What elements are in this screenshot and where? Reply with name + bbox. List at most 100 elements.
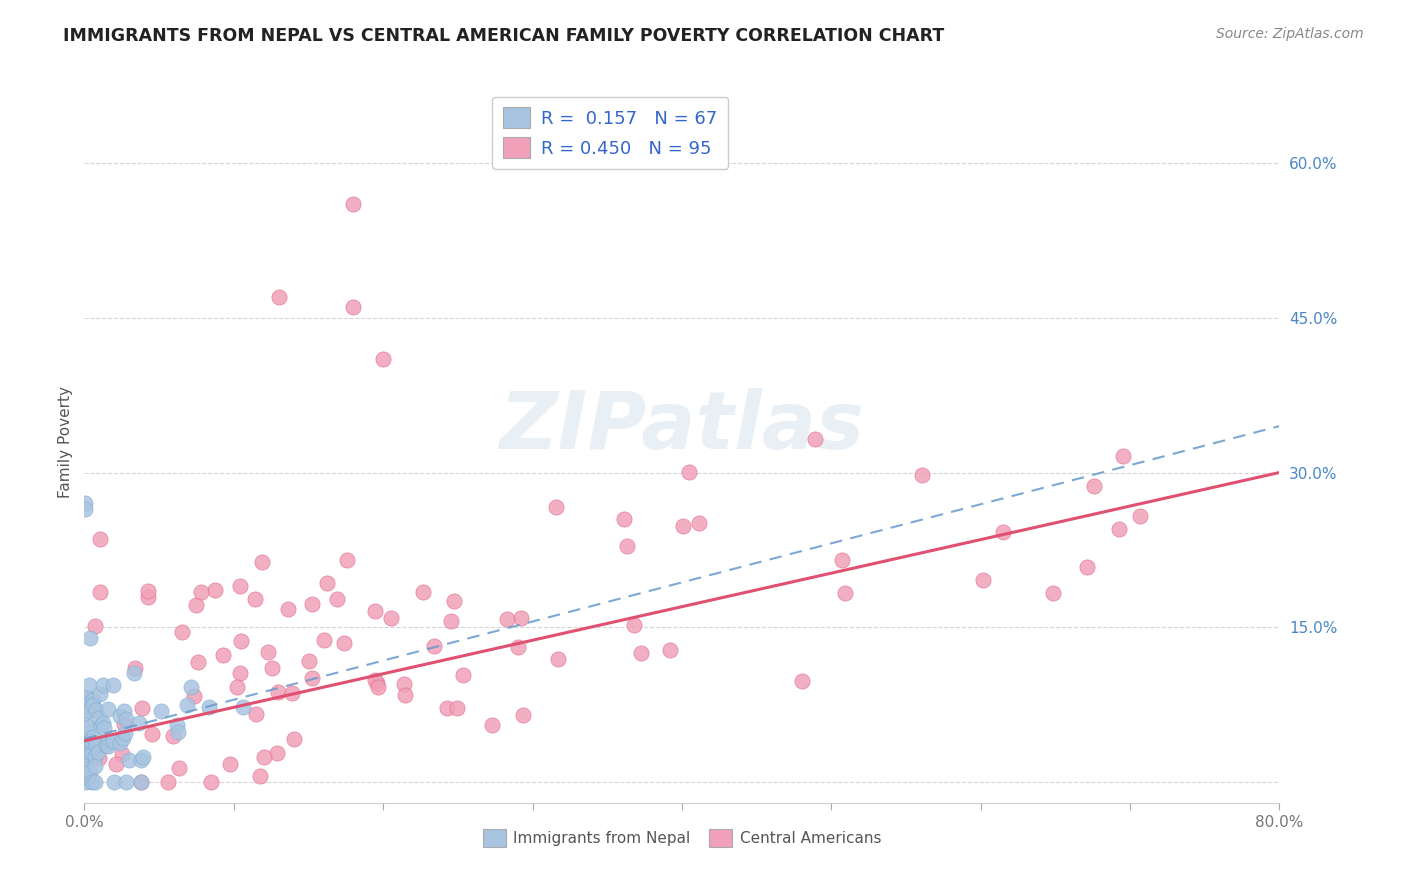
Point <box>82 730 104 744</box>
Point <box>111 731 134 745</box>
Point <box>446 700 468 714</box>
Point <box>232 699 254 714</box>
Point <box>76 703 98 717</box>
Point <box>115 775 138 789</box>
Point <box>97 739 120 753</box>
Point <box>75 706 97 721</box>
Point <box>73 501 96 516</box>
Point <box>75 747 97 762</box>
Point <box>77 704 100 718</box>
Point <box>103 734 125 748</box>
Point <box>1108 522 1130 536</box>
Point <box>512 707 534 722</box>
Point <box>613 512 636 526</box>
Point <box>250 555 273 569</box>
Legend: Immigrants from Nepal, Central Americans: Immigrants from Nepal, Central Americans <box>477 823 887 853</box>
Point <box>166 725 188 739</box>
Point <box>1076 560 1098 574</box>
Point <box>412 585 434 599</box>
Point <box>97 735 120 749</box>
Point <box>93 721 115 735</box>
Point <box>253 750 276 764</box>
Point <box>972 573 994 587</box>
Text: Source: ZipAtlas.com: Source: ZipAtlas.com <box>1216 27 1364 41</box>
Point <box>87 745 110 759</box>
Point <box>506 640 529 654</box>
Point <box>77 735 100 749</box>
Point <box>672 519 695 533</box>
Point <box>267 685 290 699</box>
Point <box>226 680 249 694</box>
Point <box>89 687 111 701</box>
Point <box>79 765 101 780</box>
Point <box>262 661 284 675</box>
Point <box>451 668 474 682</box>
Point <box>281 686 304 700</box>
Point <box>342 301 364 315</box>
Point <box>136 583 159 598</box>
Point <box>82 698 104 713</box>
Point <box>204 583 226 598</box>
Point <box>73 496 96 510</box>
Point <box>326 592 349 607</box>
Point <box>266 746 288 760</box>
Point <box>136 591 159 605</box>
Point <box>122 665 145 680</box>
Point <box>84 749 107 764</box>
Point <box>1083 478 1105 492</box>
Point <box>423 639 446 653</box>
Point <box>80 746 103 760</box>
Point <box>76 770 98 784</box>
Point <box>277 602 299 616</box>
Point <box>229 634 252 648</box>
Point <box>314 633 336 648</box>
Point <box>91 678 114 692</box>
Point <box>84 738 107 752</box>
Point <box>115 712 138 726</box>
Point <box>131 753 153 767</box>
Point <box>678 465 700 479</box>
Point <box>187 655 209 669</box>
Point <box>547 651 569 665</box>
Point <box>834 586 856 600</box>
Point <box>129 775 152 789</box>
Point <box>229 579 252 593</box>
Point <box>190 585 212 599</box>
Point <box>180 680 202 694</box>
Point <box>394 677 416 691</box>
Point <box>301 671 323 685</box>
Point <box>366 676 388 690</box>
Point <box>131 701 153 715</box>
Point <box>176 698 198 713</box>
Point <box>112 717 135 731</box>
Point <box>790 673 813 688</box>
Point <box>342 197 364 211</box>
Text: IMMIGRANTS FROM NEPAL VS CENTRAL AMERICAN FAMILY POVERTY CORRELATION CHART: IMMIGRANTS FROM NEPAL VS CENTRAL AMERICA… <box>63 27 945 45</box>
Point <box>75 739 97 754</box>
Point <box>75 693 97 707</box>
Point <box>112 704 135 718</box>
Point <box>166 717 188 731</box>
Point <box>245 706 267 721</box>
Point <box>79 631 101 645</box>
Point <box>80 775 103 789</box>
Point <box>83 619 105 633</box>
Point <box>509 611 531 625</box>
Point <box>443 594 465 608</box>
Point <box>336 552 359 566</box>
Point <box>77 678 100 692</box>
Point <box>73 701 96 715</box>
Point <box>76 723 98 737</box>
Point <box>267 290 290 304</box>
Point <box>496 611 519 625</box>
Point <box>1042 586 1064 600</box>
Point <box>114 726 136 740</box>
Point <box>436 700 458 714</box>
Point <box>911 468 934 483</box>
Point <box>1129 509 1152 524</box>
Point <box>76 690 98 705</box>
Point <box>991 524 1014 539</box>
Text: ZIPatlas: ZIPatlas <box>499 388 865 467</box>
Point <box>544 500 567 514</box>
Point <box>440 614 463 628</box>
